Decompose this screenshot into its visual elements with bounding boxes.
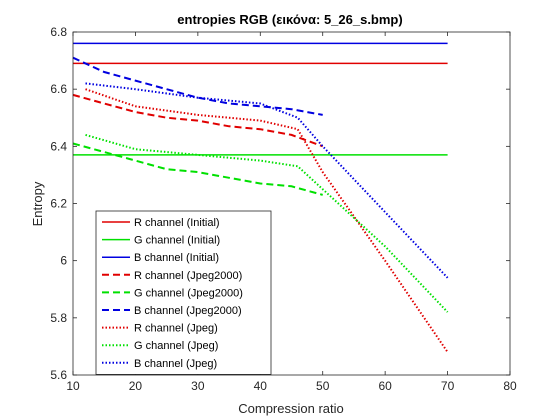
x-tick-label: 20 [129, 379, 143, 393]
y-tick-label: 6.4 [50, 139, 67, 153]
y-tick-label: 6.8 [50, 25, 67, 39]
series-line-5 [72, 142, 323, 196]
series-line-9 [85, 82, 449, 279]
series-layer [72, 42, 449, 353]
y-tick-label: 6.2 [50, 197, 67, 211]
y-axis-label: Entropy [30, 181, 45, 226]
x-axis-label: Compression ratio [238, 401, 344, 416]
series-line-4 [72, 93, 324, 148]
y-tick-label: 6 [60, 254, 67, 268]
legend-label: G channel (Jpeg2000) [134, 287, 243, 299]
series-line-8 [85, 133, 449, 313]
series-line-7 [85, 88, 449, 353]
y-tick-label: 6.6 [50, 82, 67, 96]
x-tick-label: 40 [254, 379, 268, 393]
x-tick-label: 50 [316, 379, 330, 393]
chart-title: entropies RGB (εικόνα: 5_26_s.bmp) [177, 12, 402, 27]
legend-label: B channel (Initial) [134, 252, 219, 264]
legend: R channel (Initial) G channel (Initial) B … [95, 210, 272, 375]
axes-layer: 10 20 30 40 50 60 70 80 5.6 5.8 6 6.2 6.4 6.6 6.8 [50, 25, 517, 393]
legend-label: B channel (Jpeg2000) [134, 305, 242, 317]
y-tick-label: 5.6 [50, 368, 67, 382]
legend-label: B channel (Jpeg) [134, 358, 217, 370]
y-tick-label: 5.8 [50, 311, 67, 325]
x-tick-label: 60 [378, 379, 392, 393]
legend-label: R channel (Jpeg) [134, 323, 218, 335]
series-line-6 [72, 56, 323, 116]
x-tick-label: 70 [441, 379, 455, 393]
x-tick-label: 80 [503, 379, 517, 393]
legend-label: R channel (Jpeg2000) [134, 270, 242, 282]
x-tick-label: 10 [66, 379, 80, 393]
x-tick-label: 30 [191, 379, 205, 393]
legend-label: G channel (Jpeg) [134, 340, 218, 352]
legend-label: R channel (Initial) [134, 217, 220, 229]
legend-label: G channel (Initial) [134, 235, 220, 247]
